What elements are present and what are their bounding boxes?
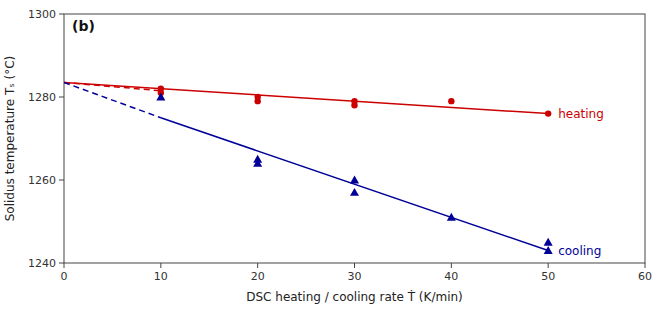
x-tick xyxy=(451,263,452,268)
fit-line xyxy=(64,82,161,117)
chart-title: (b) xyxy=(72,18,95,34)
y-axis-label: Solidus temperature Tₛ (°C) xyxy=(3,56,17,222)
data-point xyxy=(156,93,165,101)
y-tick xyxy=(59,14,64,15)
plot-area xyxy=(64,82,553,253)
x-tick-label: 10 xyxy=(154,270,168,283)
x-tick xyxy=(354,263,355,268)
series-label: heating xyxy=(558,107,604,121)
x-tick xyxy=(645,263,646,268)
x-tick-label: 30 xyxy=(348,270,362,283)
x-tick xyxy=(64,263,65,268)
x-tick xyxy=(160,263,161,268)
y-tick-label: 1280 xyxy=(28,91,56,104)
data-point xyxy=(351,102,357,108)
y-tick-label: 1260 xyxy=(28,174,56,187)
x-tick-label: 0 xyxy=(61,270,68,283)
data-point xyxy=(350,188,359,196)
data-point xyxy=(253,159,262,167)
plot-frame xyxy=(64,14,645,263)
x-tick-label: 60 xyxy=(638,270,652,283)
series-label: cooling xyxy=(558,244,601,258)
data-point xyxy=(545,110,551,116)
fit-line xyxy=(161,118,548,251)
chart: 0 10 20 30 40 50 60 1240 1260 1280 1300 DSC heating… xyxy=(0,0,663,309)
x-tick-label: 50 xyxy=(541,270,555,283)
data-point xyxy=(544,238,553,246)
data-point xyxy=(447,213,456,221)
x-axis-label: DSC heating / cooling rate Ṫ (K/min) xyxy=(246,289,463,304)
y-tick-label: 1240 xyxy=(28,257,56,270)
fit-line xyxy=(64,82,548,113)
x-tick-label: 40 xyxy=(444,270,458,283)
x-tick xyxy=(257,263,258,268)
y-tick xyxy=(59,263,64,264)
x-tick-label: 20 xyxy=(251,270,265,283)
y-tick-label: 1300 xyxy=(28,8,56,21)
y-tick xyxy=(59,180,64,181)
data-point xyxy=(448,98,454,104)
data-point xyxy=(350,176,359,184)
data-point xyxy=(254,98,260,104)
x-tick xyxy=(548,263,549,268)
data-point xyxy=(544,246,553,254)
y-tick xyxy=(59,97,64,98)
chart-container: 0 10 20 30 40 50 60 1240 1260 1280 1300 DSC heating… xyxy=(0,0,663,309)
